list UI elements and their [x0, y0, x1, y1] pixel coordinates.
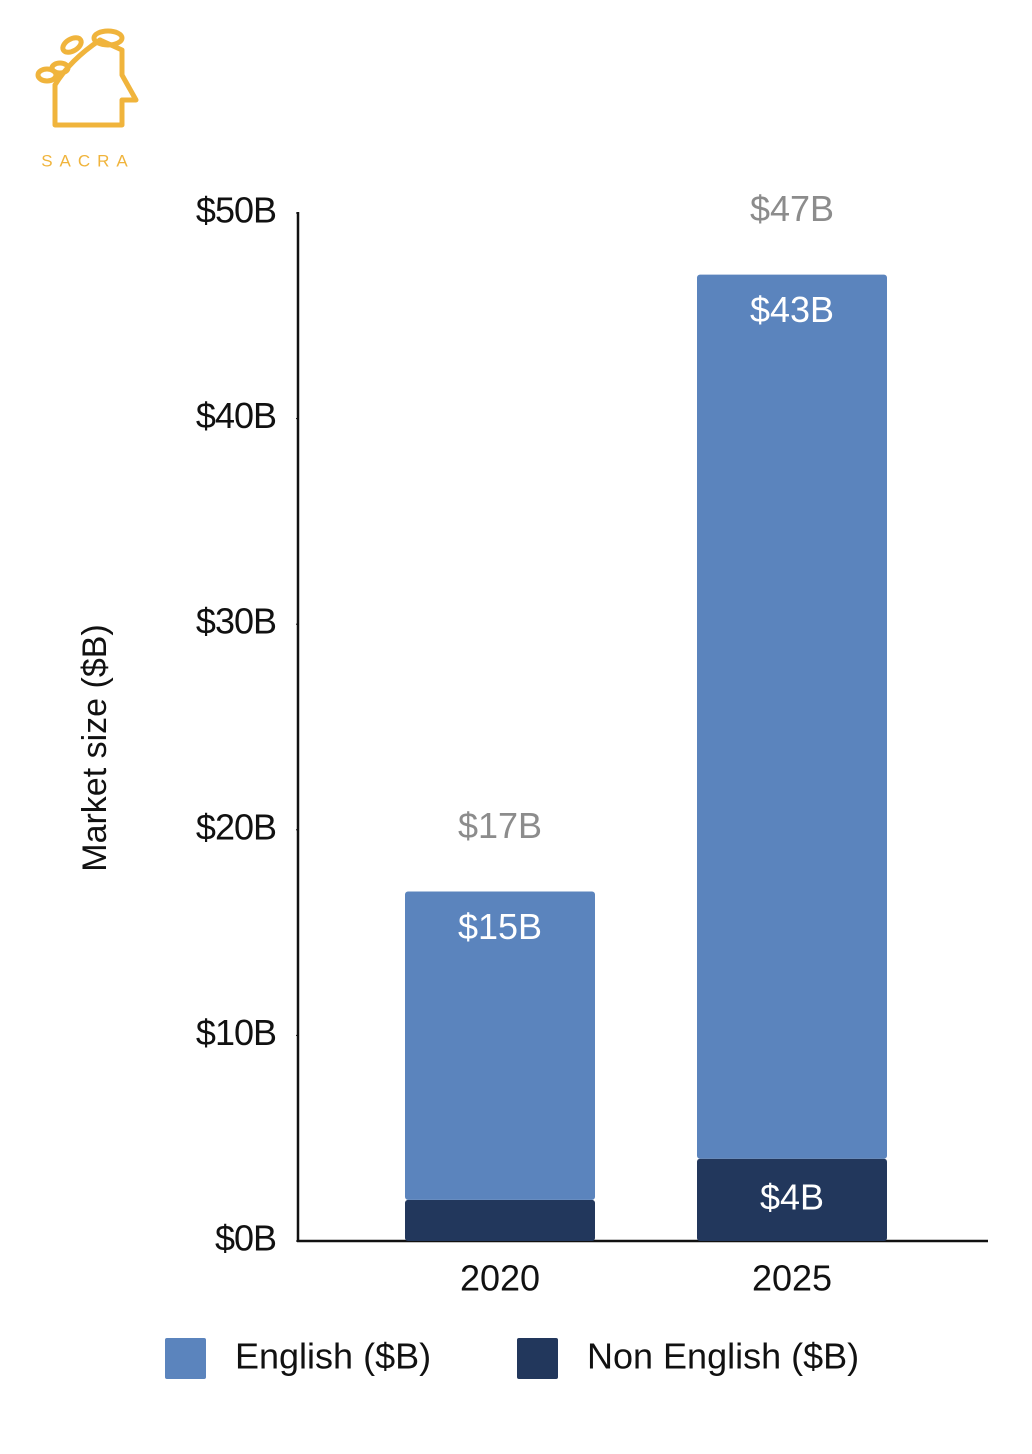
bar-segment [697, 1158, 887, 1241]
total-label: $47B [750, 188, 834, 229]
y-tick-label: $20B [196, 806, 276, 847]
x-tick-label: 2020 [460, 1258, 540, 1299]
logo-house [52, 37, 139, 128]
total-label: $17B [458, 805, 542, 846]
logo-leaf [60, 35, 84, 55]
y-tick-label: $0B [215, 1218, 276, 1259]
legend-label: Non English ($B) [587, 1336, 859, 1377]
legend-swatch [165, 1338, 206, 1379]
logo-leaf [35, 66, 59, 84]
y-tick-label: $50B [196, 190, 276, 231]
y-tick-label: $10B [196, 1012, 276, 1053]
logo-leaf [49, 60, 71, 76]
legend-swatch [517, 1338, 558, 1379]
y-tick-label: $40B [196, 395, 276, 436]
data-label: $43B [750, 289, 834, 330]
logo [35, 28, 139, 128]
logo-text: SACRA [41, 151, 135, 170]
logo-leaf [91, 28, 125, 48]
y-tick-label: $30B [196, 601, 276, 642]
logo-stem [52, 37, 103, 88]
data-label: $15B [458, 906, 542, 947]
legend-label: English ($B) [235, 1336, 431, 1377]
x-tick-label: 2025 [752, 1258, 832, 1299]
bar-segment [405, 1199, 595, 1241]
y-axis-label: Market size ($B) [76, 624, 114, 872]
bar-segment [405, 891, 595, 1200]
data-label: $4B [760, 1176, 824, 1217]
bar-segment [697, 274, 887, 1159]
